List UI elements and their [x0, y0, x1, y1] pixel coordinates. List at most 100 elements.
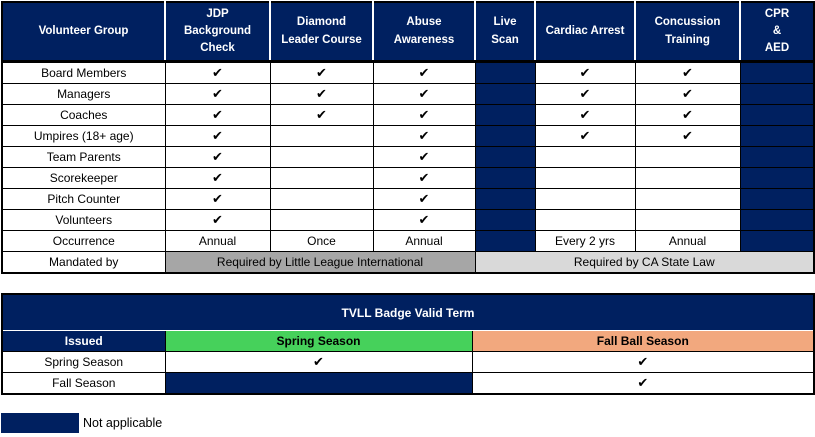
empty-cell: [534, 146, 636, 168]
empty-cell: [534, 188, 636, 210]
checkmark-icon: ✔: [212, 170, 223, 185]
check-cell: ✔: [634, 104, 741, 126]
checkmark-icon: ✔: [637, 354, 649, 369]
not-applicable-cell: [474, 167, 536, 189]
checkmark-icon: ✔: [418, 149, 430, 164]
checkmark-icon: ✔: [418, 170, 430, 185]
not-applicable-swatch: [1, 413, 79, 433]
check-cell: ✔: [471, 372, 815, 395]
check-cell: ✔: [372, 61, 476, 84]
badge-table-title: TVLL Badge Valid Term: [1, 293, 815, 331]
check-cell: ✔: [534, 104, 636, 126]
checkmark-icon: ✔: [418, 128, 430, 143]
check-cell: ✔: [372, 209, 476, 231]
checkmark-icon: ✔: [579, 86, 591, 101]
not-applicable-cell: [739, 104, 815, 126]
legend: Not applicable: [1, 413, 814, 433]
empty-cell: [634, 209, 741, 231]
check-cell: ✔: [164, 167, 271, 189]
table-row: Occurrence Annual Once Annual Every 2 yrs Ann…: [1, 230, 815, 252]
value-cell: Annual: [164, 230, 271, 252]
not-applicable-cell: [739, 61, 815, 84]
mandated-by-span: Required by Little League International: [164, 251, 476, 274]
checkmark-icon: ✔: [637, 375, 649, 390]
table-row: Managers ✔ ✔ ✔ ✔ ✔: [1, 83, 815, 105]
check-cell: ✔: [534, 61, 636, 84]
checkmark-icon: ✔: [212, 212, 223, 227]
column-header-concussion-training: Concussion Training: [634, 2, 740, 62]
not-applicable-cell: [474, 125, 536, 147]
check-cell: ✔: [269, 61, 374, 84]
not-applicable-cell: [474, 146, 536, 168]
table-row: Pitch Counter ✔ ✔: [1, 188, 815, 210]
check-cell: ✔: [164, 188, 271, 210]
check-cell: ✔: [269, 83, 374, 105]
checkmark-icon: ✔: [212, 128, 223, 143]
checkmark-icon: ✔: [212, 191, 223, 206]
check-cell: ✔: [634, 125, 741, 147]
checkmark-icon: ✔: [579, 128, 591, 143]
checkmark-icon: ✔: [212, 107, 223, 122]
table-row: Umpires (18+ age) ✔ ✔ ✔ ✔: [1, 125, 815, 147]
table-row: Fall Season ✔: [1, 372, 815, 395]
checkmark-icon: ✔: [418, 86, 430, 101]
check-cell: ✔: [164, 146, 271, 168]
column-header-abuse-awareness: Abuse Awareness: [372, 2, 475, 62]
empty-cell: [269, 209, 374, 231]
row-label: Fall Season: [1, 372, 166, 395]
not-applicable-cell: [164, 372, 473, 395]
value-cell: Annual: [372, 230, 476, 252]
mandated-by-row: Mandated by Required by Little League Int…: [1, 251, 815, 274]
row-label: Mandated by: [1, 251, 166, 274]
checkmark-icon: ✔: [313, 354, 324, 369]
not-applicable-cell: [474, 188, 536, 210]
checkmark-icon: ✔: [682, 107, 693, 122]
requirements-header-row: Volunteer Group JDP Background Check Diamo…: [2, 2, 814, 62]
row-label: Coaches: [1, 104, 166, 126]
check-cell: ✔: [164, 209, 271, 231]
not-applicable-cell: [739, 125, 815, 147]
row-label: Pitch Counter: [1, 188, 166, 210]
check-cell: ✔: [164, 125, 271, 147]
checkmark-icon: ✔: [212, 149, 223, 164]
check-cell: ✔: [534, 83, 636, 105]
check-cell: ✔: [372, 125, 476, 147]
not-applicable-cell: [474, 61, 536, 84]
checkmark-icon: ✔: [682, 128, 693, 143]
checkmark-icon: ✔: [212, 65, 223, 80]
check-cell: ✔: [372, 146, 476, 168]
check-cell: ✔: [164, 104, 271, 126]
volunteer-requirements-table: Volunteer Group JDP Background Check Diamo…: [1, 1, 815, 274]
row-label: Volunteers: [1, 209, 166, 231]
table-row: Team Parents ✔ ✔: [1, 146, 815, 168]
check-cell: ✔: [372, 167, 476, 189]
check-cell: ✔: [269, 104, 374, 126]
not-applicable-cell: [474, 83, 536, 105]
check-cell: ✔: [534, 125, 636, 147]
empty-cell: [634, 188, 741, 210]
checkmark-icon: ✔: [418, 212, 430, 227]
not-applicable-cell: [739, 167, 815, 189]
not-applicable-cell: [739, 209, 815, 231]
checkmark-icon: ✔: [316, 86, 327, 101]
check-cell: ✔: [634, 83, 741, 105]
checkmark-icon: ✔: [682, 65, 693, 80]
row-label: Team Parents: [1, 146, 166, 168]
checkmark-icon: ✔: [418, 191, 430, 206]
value-cell: Annual: [634, 230, 741, 252]
badge-column-header-issued: Issued: [1, 330, 166, 352]
value-cell: Once: [269, 230, 374, 252]
not-applicable-cell: [474, 104, 536, 126]
row-label: Managers: [1, 83, 166, 105]
table-row: Volunteers ✔ ✔: [1, 209, 815, 231]
column-header-volunteer-group: Volunteer Group: [2, 2, 165, 62]
badge-title-row: TVLL Badge Valid Term: [1, 293, 815, 331]
checkmark-icon: ✔: [579, 65, 591, 80]
not-applicable-cell: [739, 230, 815, 252]
column-header-live-scan: Live Scan: [474, 2, 535, 62]
checkmark-icon: ✔: [418, 65, 430, 80]
checkmark-icon: ✔: [212, 86, 223, 101]
not-applicable-cell: [739, 146, 815, 168]
row-label: Scorekeeper: [1, 167, 166, 189]
